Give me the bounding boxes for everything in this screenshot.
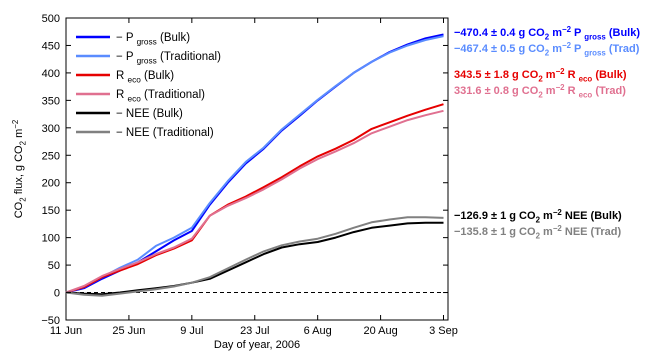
y-tick-label: 450 [42, 40, 60, 52]
x-tick-label: 9 Jul [180, 325, 203, 337]
x-tick-label: 25 Jun [112, 325, 145, 337]
x-tick-label: 23 Jul [240, 325, 269, 337]
y-tick-label: 200 [42, 178, 60, 190]
x-axis-label: Day of year, 2006 [214, 339, 300, 351]
end-label-1: −467.4 ± 0.5 g CO2 m−2 P gross (Trad) [454, 41, 640, 58]
y-tick-label: 150 [42, 205, 60, 217]
legend: − P gross (Bulk) − P gross (Traditional) R… [76, 32, 221, 139]
y-axis-label: CO2 flux, g CO2 m−2 [11, 120, 28, 219]
end-label-4: −126.9 ± 1 g CO2 m−2 NEE (Bulk) [454, 208, 622, 225]
end-label-5: −135.8 ± 1 g CO2 m−2 NEE (Trad) [454, 224, 621, 241]
series-line-4 [65, 221, 444, 296]
series-line-5 [65, 216, 444, 297]
y-tick-label: 50 [48, 260, 60, 272]
series-lines [65, 33, 444, 297]
y-tick-label: 500 [42, 13, 60, 25]
legend-entry-5: − NEE (Traditional) [116, 127, 214, 139]
y-tick-label: −50 [41, 315, 60, 327]
y-tick-label: 100 [42, 233, 60, 245]
end-label-0: −470.4 ± 0.4 g CO2 m−2 P gross (Bulk) [454, 25, 640, 42]
plot-frame [65, 17, 449, 321]
y-tick-label: 0 [54, 288, 60, 300]
end-label-2: 343.5 ± 1.8 g CO2 m−2 R eco (Bulk) [454, 67, 627, 84]
plot-area [65, 17, 449, 321]
x-tick-label: 3 Sep [429, 325, 458, 337]
x-tick-label: 6 Aug [304, 325, 332, 337]
y-tick-label: 250 [42, 150, 60, 162]
end-labels: −470.4 ± 0.4 g CO2 m−2 P gross (Bulk)−46… [454, 25, 640, 241]
x-axis-ticks: 11 Jun 25 Jun 9 Jul 23 Jul 6 Aug 20 Aug 3 Sep [50, 18, 458, 337]
series-line-2 [65, 103, 444, 294]
y-tick-label: 300 [42, 123, 60, 135]
x-tick-label: 11 Jun [50, 325, 82, 337]
end-label-3: 331.6 ± 0.8 g CO2 m−2 R eco (Trad) [454, 83, 626, 100]
legend-entry-4: − NEE (Bulk) [116, 108, 183, 120]
y-axis-ticks: −50 0 50 100 150 200 250 300 350 400 450 500 [41, 13, 448, 327]
legend-entry-2: R eco (Bulk) [116, 70, 174, 85]
y-tick-label: 350 [42, 95, 60, 107]
x-tick-label: 20 Aug [363, 325, 397, 337]
legend-entry-0: − P gross (Bulk) [116, 32, 190, 47]
series-line-3 [65, 109, 444, 294]
series-line-1 [65, 35, 444, 294]
legend-entry-3: R eco (Traditional) [116, 89, 205, 104]
y-tick-label: 400 [42, 68, 60, 80]
legend-entry-1: − P gross (Traditional) [116, 51, 221, 66]
